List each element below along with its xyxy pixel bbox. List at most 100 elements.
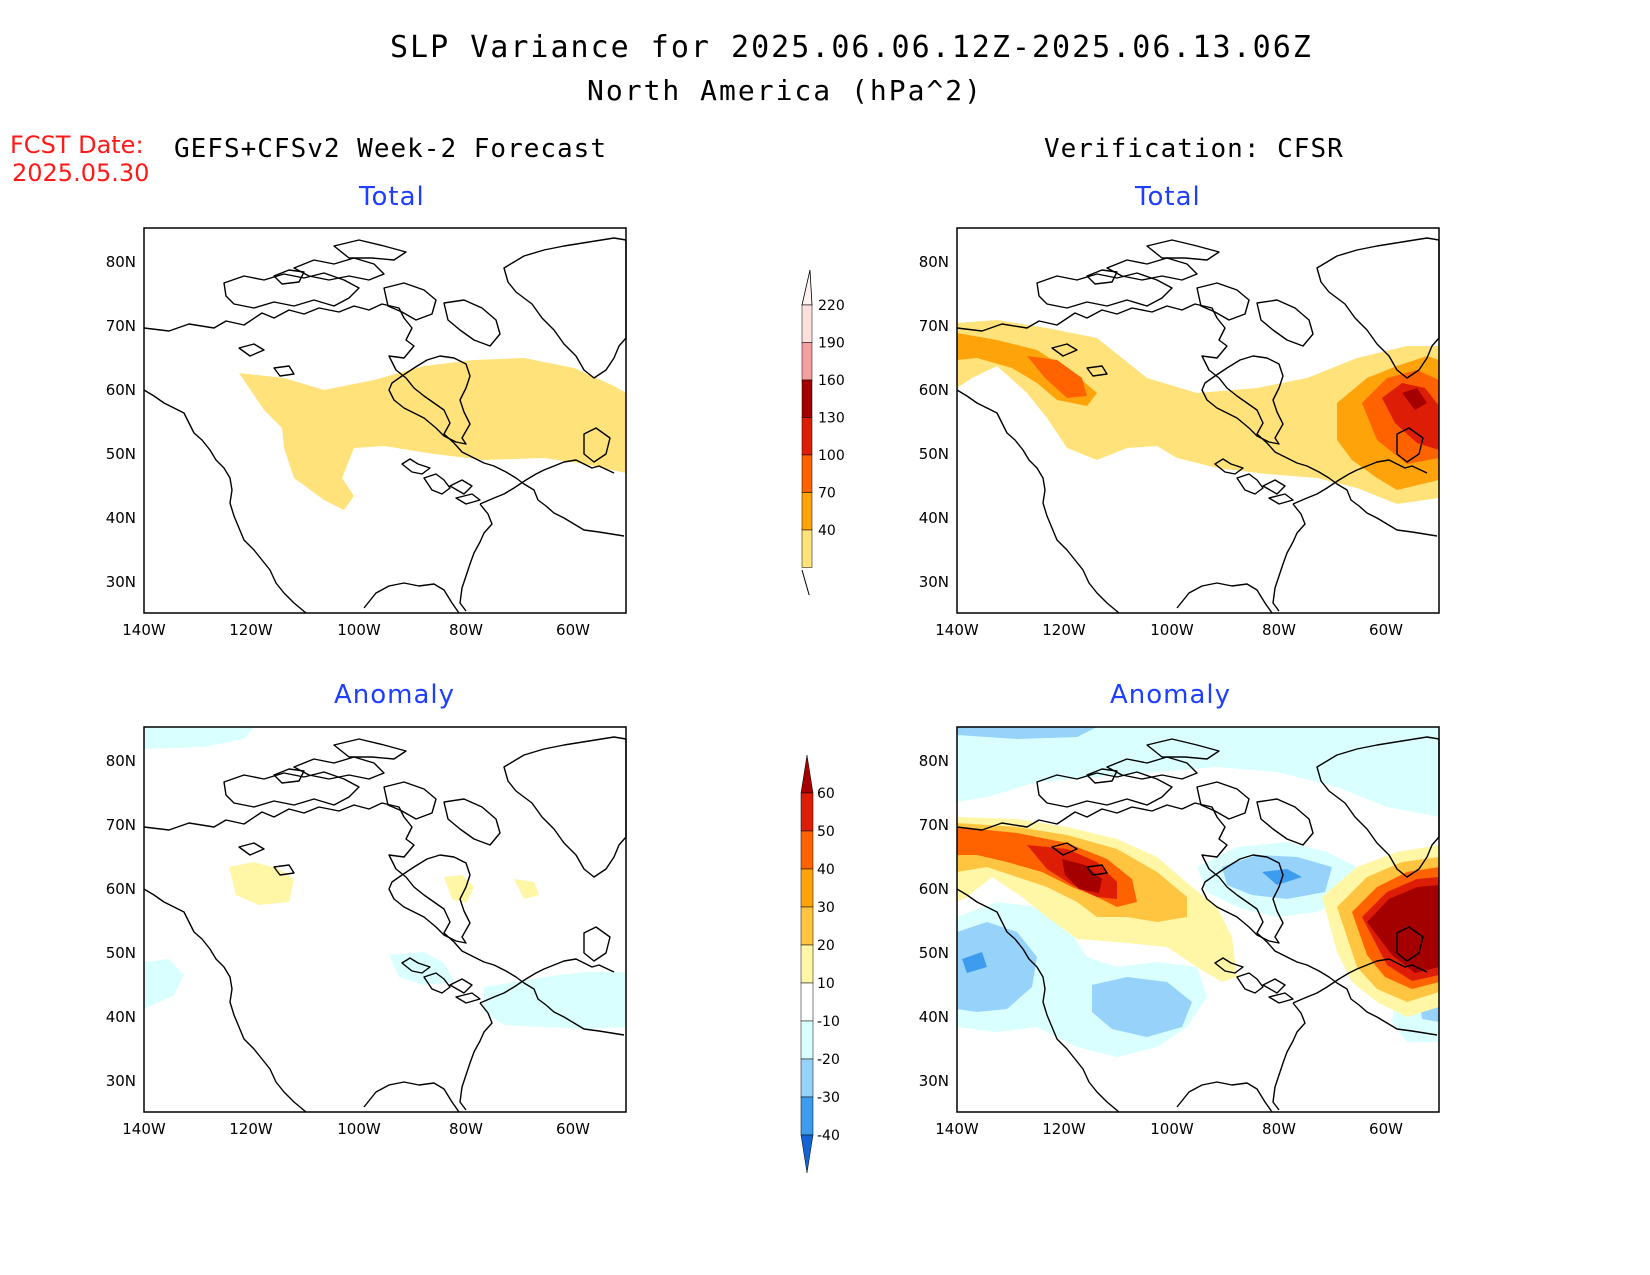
total-colorbar-label: 40	[818, 523, 836, 539]
svg-text:70N: 70N	[919, 317, 949, 335]
total-colorbar-swatch	[801, 529, 813, 568]
total-colorbar-label: 100	[818, 448, 845, 464]
svg-text:80W: 80W	[449, 621, 483, 639]
fcst-date-value: 2025.05.30	[12, 159, 150, 187]
total-colorbar: 220 190 160 130 100 70 40	[801, 269, 845, 595]
svg-text:60W: 60W	[556, 621, 590, 639]
anomaly-colorbar-swatch	[800, 830, 814, 870]
svg-text:70N: 70N	[919, 816, 949, 834]
anomaly-colorbar-swatch	[800, 755, 814, 794]
svg-text:100W: 100W	[337, 1120, 381, 1138]
total-colorbar-label: 130	[818, 411, 845, 427]
verification-anomaly-title: Anomaly	[1110, 680, 1232, 710]
svg-text:50N: 50N	[106, 944, 136, 962]
svg-text:50N: 50N	[919, 445, 949, 463]
lat-axis: 80N 70N 60N 50N 40N 30N	[106, 253, 136, 591]
svg-text:120W: 120W	[229, 621, 273, 639]
svg-text:70N: 70N	[106, 317, 136, 335]
total-colorbar-label: 190	[818, 336, 845, 352]
anomaly-colorbar-label: -30	[817, 1090, 840, 1106]
svg-text:60W: 60W	[1369, 621, 1403, 639]
svg-text:120W: 120W	[229, 1120, 273, 1138]
anomaly-colorbar-swatch	[800, 1134, 814, 1174]
svg-text:60N: 60N	[919, 880, 949, 898]
total-colorbar-label: 70	[818, 486, 836, 502]
svg-text:140W: 140W	[935, 1120, 979, 1138]
verification-total-title: Total	[1135, 182, 1201, 212]
svg-text:140W: 140W	[122, 1120, 166, 1138]
total-colorbar-swatch	[801, 492, 813, 531]
verification-total-shade-40	[957, 320, 1439, 504]
anomaly-colorbar-label: 10	[817, 976, 835, 992]
forecast-anomaly-map: 80N 70N 60N 50N 40N 30N 140W 120W 100W 80W 60W	[106, 726, 627, 1138]
svg-text:40N: 40N	[919, 509, 949, 527]
forecast-total-shade	[239, 358, 626, 510]
svg-text:100W: 100W	[337, 621, 381, 639]
anomaly-colorbar-swatch	[800, 906, 814, 946]
total-colorbar-top-cap	[801, 269, 813, 306]
svg-text:80N: 80N	[106, 253, 136, 271]
svg-text:40N: 40N	[106, 509, 136, 527]
forecast-total-map: 80N 70N 60N 50N 40N 30N 140W 120W 100W 80W 60W	[106, 227, 627, 639]
svg-text:50N: 50N	[919, 944, 949, 962]
anomaly-colorbar-swatch	[800, 944, 814, 984]
svg-text:70N: 70N	[106, 816, 136, 834]
svg-text:80W: 80W	[1262, 1120, 1296, 1138]
svg-text:40N: 40N	[919, 1008, 949, 1026]
anomaly-colorbar-label: 50	[817, 824, 835, 840]
verification-total-map: 80N 70N 60N 50N 40N 30N 140W 120W 100W 80W 60W	[919, 227, 1440, 639]
svg-text:30N: 30N	[919, 573, 949, 591]
anomaly-colorbar-swatch	[800, 1020, 814, 1060]
svg-text:40N: 40N	[106, 1008, 136, 1026]
svg-text:30N: 30N	[106, 1072, 136, 1090]
svg-text:80W: 80W	[449, 1120, 483, 1138]
svg-text:50N: 50N	[106, 445, 136, 463]
anomaly-colorbar-label: -10	[817, 1014, 840, 1030]
svg-text:120W: 120W	[1042, 621, 1086, 639]
svg-text:80N: 80N	[106, 752, 136, 770]
svg-text:80N: 80N	[919, 253, 949, 271]
total-colorbar-swatch	[801, 342, 813, 381]
anomaly-colorbar-label: -40	[817, 1128, 840, 1144]
total-colorbar-bottom-cap	[801, 569, 810, 595]
svg-text:80N: 80N	[919, 752, 949, 770]
anomaly-colorbar-swatch	[800, 1058, 814, 1098]
svg-text:60W: 60W	[556, 1120, 590, 1138]
total-colorbar-swatch	[801, 304, 813, 343]
svg-text:60N: 60N	[919, 381, 949, 399]
svg-text:60W: 60W	[1369, 1120, 1403, 1138]
anomaly-colorbar-swatch	[800, 1096, 814, 1136]
total-colorbar-swatch	[801, 417, 813, 456]
svg-text:120W: 120W	[1042, 1120, 1086, 1138]
svg-text:30N: 30N	[106, 573, 136, 591]
anomaly-colorbar-label: 40	[817, 862, 835, 878]
total-colorbar-swatch	[801, 379, 813, 418]
lon-axis: 140W 120W 100W 80W 60W	[122, 621, 590, 639]
total-colorbar-label: 220	[818, 298, 845, 314]
anomaly-colorbar-label: 30	[817, 900, 835, 916]
svg-text:80W: 80W	[1262, 621, 1296, 639]
verification-column-title: Verification: CFSR	[1044, 134, 1344, 164]
anomaly-colorbar-swatch	[800, 868, 814, 908]
svg-text:30N: 30N	[919, 1072, 949, 1090]
total-colorbar-label: 160	[818, 373, 845, 389]
anomaly-colorbar-label: 20	[817, 938, 835, 954]
verification-anomaly-map: 80N 70N 60N 50N 40N 30N 140W 120W 100W 80W 60W	[919, 726, 1440, 1138]
forecast-total-title: Total	[359, 182, 425, 212]
total-colorbar-swatch	[801, 454, 813, 493]
svg-text:100W: 100W	[1150, 1120, 1194, 1138]
anomaly-colorbar-label: 60	[817, 786, 835, 802]
forecast-column-title: GEFS+CFSv2 Week-2 Forecast	[174, 134, 607, 164]
svg-text:140W: 140W	[935, 621, 979, 639]
forecast-anomaly-title: Anomaly	[334, 680, 456, 710]
svg-text:100W: 100W	[1150, 621, 1194, 639]
svg-text:140W: 140W	[122, 621, 166, 639]
svg-text:60N: 60N	[106, 880, 136, 898]
anomaly-colorbar-swatch	[800, 982, 814, 1022]
chart-subtitle: North America (hPa^2)	[587, 74, 984, 107]
chart-title: SLP Variance for 2025.06.06.12Z-2025.06.…	[390, 30, 1313, 65]
svg-text:60N: 60N	[106, 381, 136, 399]
anomaly-colorbar-swatch	[800, 792, 814, 832]
fcst-date-label: FCST Date:	[10, 131, 144, 159]
anomaly-colorbar: 60 50 40 30 20 10 -10 -20 -30 -40	[800, 755, 840, 1174]
